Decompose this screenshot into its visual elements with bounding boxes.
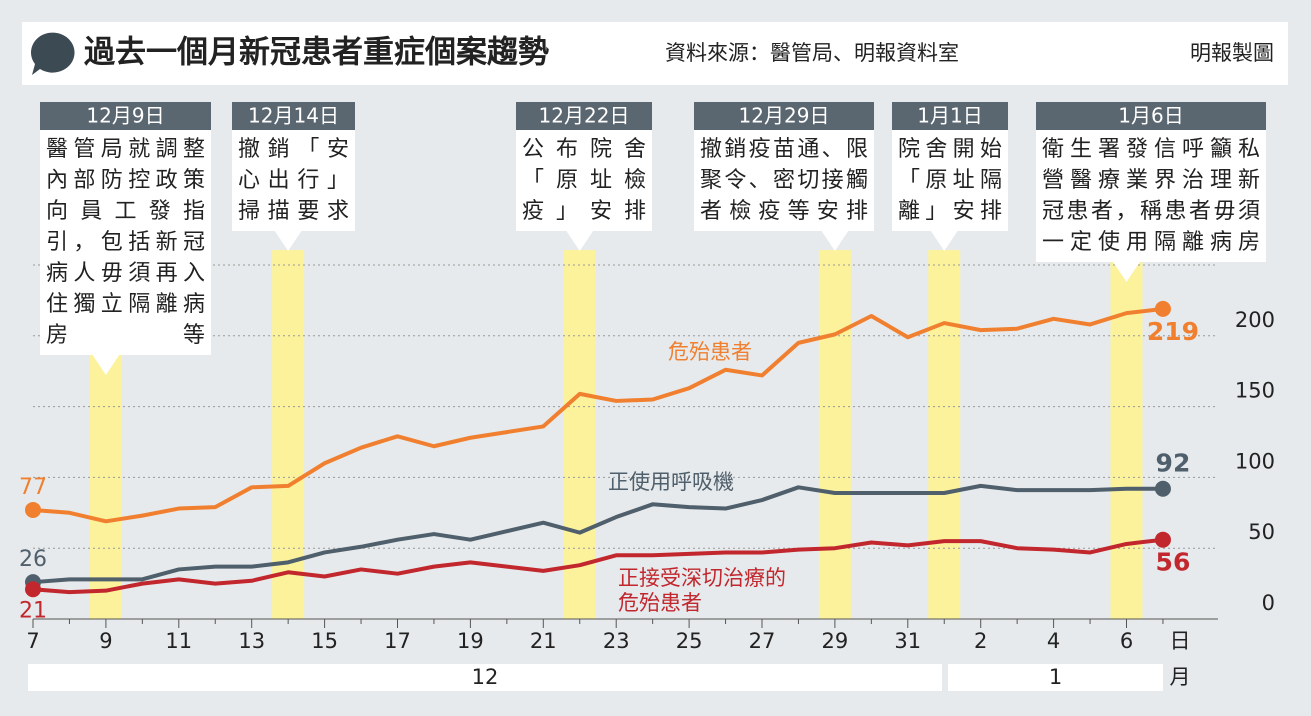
series-line	[32, 537, 1164, 595]
annotation-date: 12月22日	[539, 104, 630, 128]
chart-title: 過去一個月新冠患者重症個案趨勢	[84, 35, 549, 71]
month-bar	[28, 664, 942, 691]
x-tick-label: 23	[603, 629, 630, 653]
end-point	[1154, 480, 1171, 497]
annotation-pointer	[565, 230, 594, 251]
annotation-pointer	[930, 230, 959, 251]
source: 資料來源：醫管局、明報資料室	[665, 41, 959, 65]
end-point	[1154, 531, 1171, 548]
annotation-date: 12月29日	[739, 104, 830, 128]
annotation-date: 1月6日	[1118, 104, 1183, 128]
annotation-date: 12月9日	[86, 104, 164, 128]
x-tick-label: 7	[26, 629, 39, 653]
annotation-pointer	[820, 230, 849, 251]
highlight-band	[563, 250, 596, 619]
start-value-label: 21	[19, 598, 47, 623]
x-tick-label: 17	[384, 629, 411, 653]
y-tick-label: 200	[1235, 308, 1275, 332]
start-value-label: 26	[19, 547, 47, 572]
start-value-label: 77	[19, 475, 47, 500]
series-label: 正接受深切治療的危殆患者	[618, 566, 786, 615]
month-unit: 月	[1170, 665, 1191, 689]
annotation-box	[40, 102, 211, 355]
x-tick-label: 4	[1047, 629, 1060, 653]
series-line	[32, 483, 1163, 585]
annotation-header	[1036, 102, 1266, 130]
end-value-label: 219	[1147, 317, 1199, 346]
annotation-text: 聚令、密切接觸	[700, 168, 868, 193]
end-point	[1154, 300, 1171, 317]
x-tick-label: 15	[311, 629, 338, 653]
x-tick-label: 2	[974, 629, 987, 653]
month-label: 12	[472, 665, 499, 689]
title-bar	[22, 22, 1288, 85]
annotation-header	[694, 102, 874, 130]
y-tick-label: 0	[1262, 591, 1275, 615]
annotation-text: 冠患者，稱患者毋須	[1042, 199, 1260, 224]
annotation-pointer	[274, 230, 303, 251]
month-label: 1	[1049, 665, 1062, 689]
y-tick-label: 100	[1235, 449, 1275, 473]
x-unit: 日	[1170, 629, 1191, 653]
highlight-band	[928, 250, 961, 619]
annotation-header	[892, 102, 1008, 130]
x-tick-label: 6	[1120, 629, 1133, 653]
series-line	[32, 306, 1164, 524]
x-tick-label: 19	[457, 629, 484, 653]
x-tick-label: 9	[99, 629, 112, 653]
annotation-header	[516, 102, 652, 130]
title-icon	[30, 32, 75, 75]
x-tick-label: 13	[238, 629, 265, 653]
highlight-band	[818, 250, 851, 619]
x-tick-label: 21	[530, 629, 557, 653]
annotation-pointer	[91, 354, 120, 375]
highlight-band	[1110, 250, 1143, 619]
month-bar	[948, 664, 1163, 691]
y-tick-label: 150	[1235, 379, 1275, 403]
series-label: 正使用呼吸機	[608, 470, 734, 494]
x-tick-label: 11	[165, 629, 192, 653]
annotation-date: 1月1日	[917, 104, 982, 128]
annotation-header	[40, 102, 211, 130]
x-tick-label: 29	[822, 629, 849, 653]
annotation-date: 12月14日	[248, 104, 339, 128]
x-tick-label: 27	[749, 629, 776, 653]
y-tick-label: 50	[1248, 520, 1275, 544]
credit: 明報製圖	[1190, 41, 1274, 65]
x-tick-label: 25	[676, 629, 703, 653]
series-label: 危殆患者	[668, 340, 752, 364]
annotation-text: 撤銷疫苗通、限	[700, 137, 868, 162]
annotation-pointer	[1112, 261, 1141, 282]
end-value-label: 56	[1156, 548, 1191, 577]
end-value-label: 92	[1156, 449, 1191, 478]
end-point	[25, 581, 41, 598]
end-point	[25, 501, 41, 518]
x-tick-label: 31	[894, 629, 921, 653]
annotation-header	[232, 102, 355, 130]
